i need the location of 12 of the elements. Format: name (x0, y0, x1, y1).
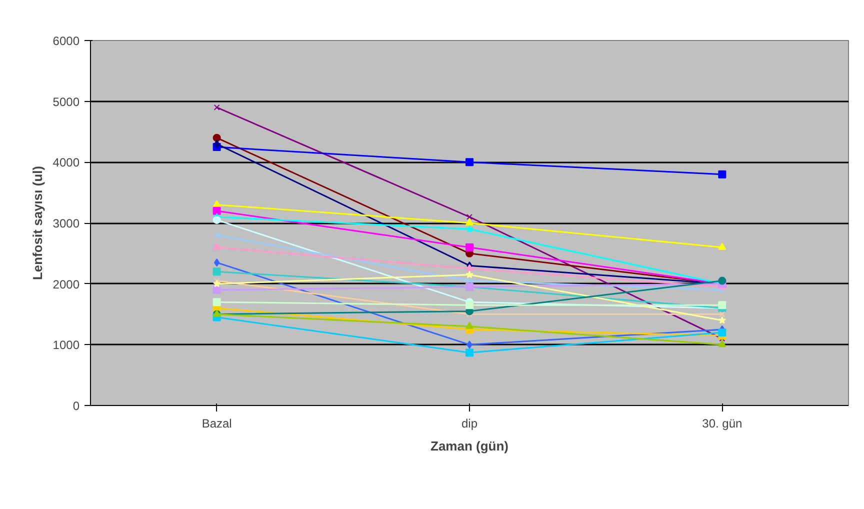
y-tick-label: 6000 (52, 34, 80, 48)
y-tick-label: 4000 (52, 156, 80, 170)
y-tick-label: 1000 (52, 338, 80, 352)
y-axis-title: Lenfosit sayısı (ul) (30, 166, 45, 280)
y-tick-label: 5000 (52, 94, 80, 109)
x-tick-label: dip (461, 416, 478, 430)
y-tick-label: 3000 (52, 216, 80, 230)
x-tick-label: Bazal (202, 416, 232, 430)
y-tick-label: 2000 (52, 277, 80, 292)
x-tick-label: 30. gün (702, 416, 742, 430)
y-tick-label: 0 (72, 399, 80, 413)
x-axis-title: Zaman (gün) (430, 438, 509, 454)
